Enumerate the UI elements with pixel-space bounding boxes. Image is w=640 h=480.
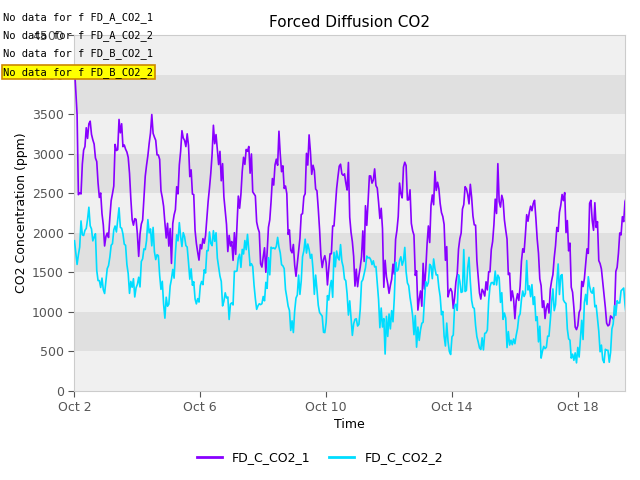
Text: No data for f FD_A_CO2_1: No data for f FD_A_CO2_1 [3, 12, 153, 23]
Bar [74, 272, 625, 312]
Bar [74, 351, 625, 391]
Title: Forced Diffusion CO2: Forced Diffusion CO2 [269, 15, 430, 30]
Legend: FD_C_CO2_1, FD_C_CO2_2: FD_C_CO2_1, FD_C_CO2_2 [192, 446, 448, 469]
Text: No data for f FD_B_CO2_2: No data for f FD_B_CO2_2 [3, 67, 153, 78]
X-axis label: Time: Time [334, 419, 365, 432]
Bar [74, 154, 625, 193]
Text: No data for f FD_A_CO2_2: No data for f FD_A_CO2_2 [3, 30, 153, 41]
Bar [74, 114, 625, 154]
Bar [74, 75, 625, 114]
Bar [74, 233, 625, 272]
Y-axis label: CO2 Concentration (ppm): CO2 Concentration (ppm) [15, 133, 28, 293]
Bar [74, 193, 625, 233]
Bar [74, 312, 625, 351]
Text: No data for f FD_B_CO2_1: No data for f FD_B_CO2_1 [3, 48, 153, 60]
Bar [74, 36, 625, 75]
